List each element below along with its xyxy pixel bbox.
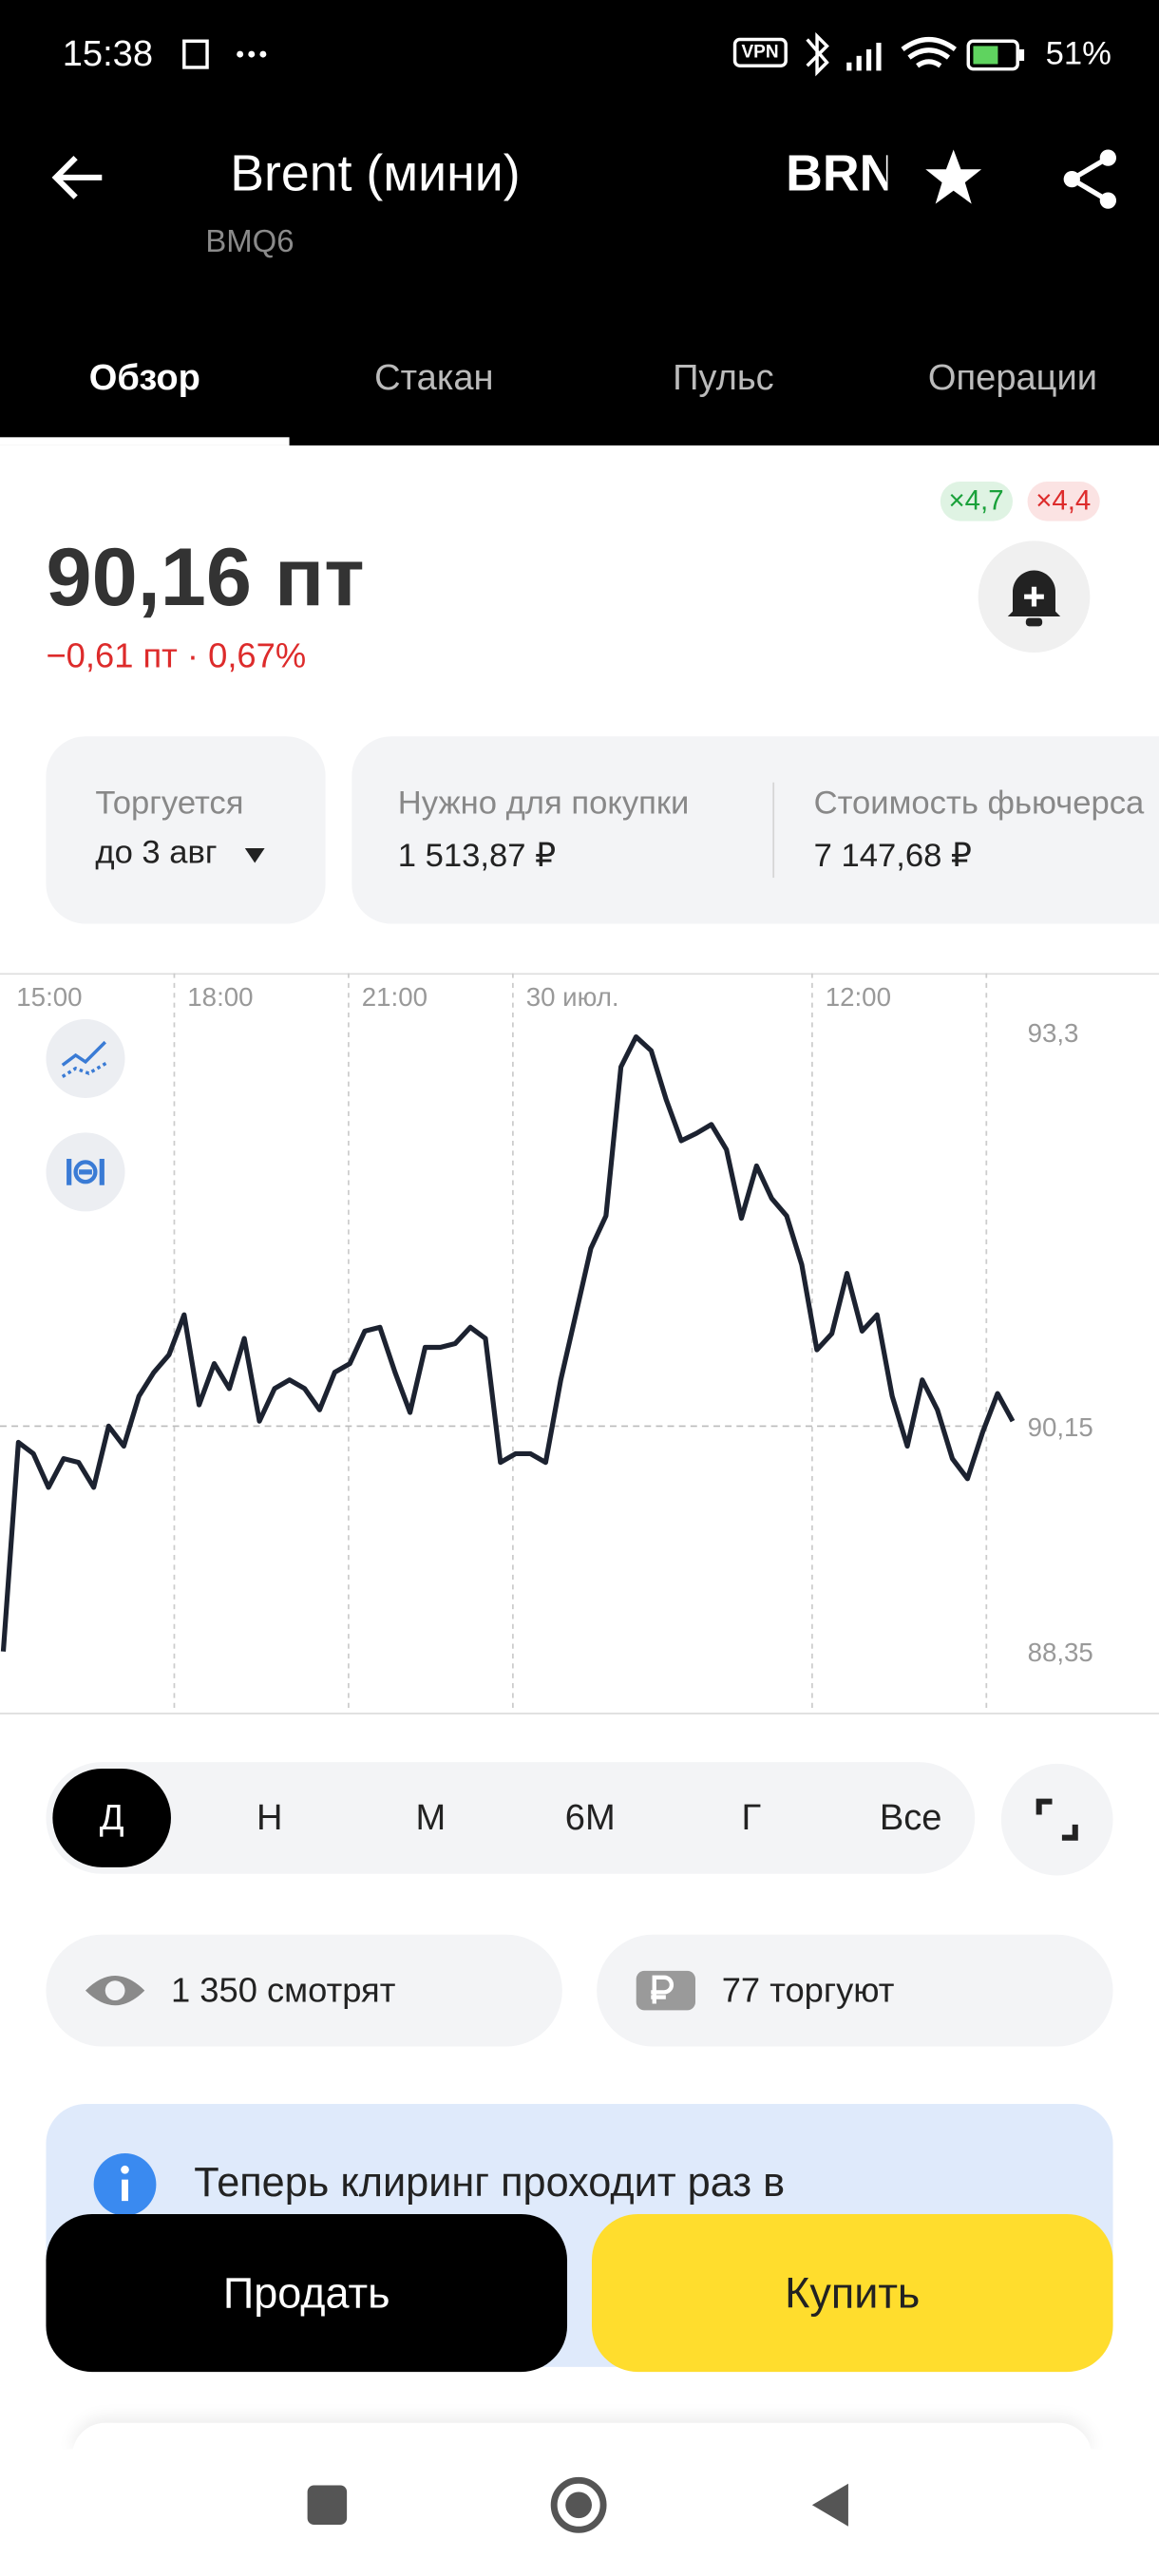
card-label: Стоимость фьючерса bbox=[813, 786, 1145, 823]
tab-indicator bbox=[0, 437, 290, 445]
vpn-icon: VPN bbox=[732, 37, 788, 67]
x-tick-label: 12:00 bbox=[826, 982, 891, 1012]
y-tick-label: 88,35 bbox=[1028, 1638, 1093, 1667]
period-selector bbox=[46, 1762, 976, 1874]
card-label: Нужно для покупки bbox=[397, 786, 690, 823]
card-label: Торгуется bbox=[95, 786, 244, 823]
price-line-series bbox=[0, 1034, 1016, 1652]
home-button[interactable] bbox=[550, 2476, 607, 2533]
y-tick-label: 90,15 bbox=[1028, 1412, 1093, 1442]
period[interactable]: М bbox=[415, 1796, 446, 1838]
card bbox=[352, 736, 1159, 924]
back-nav-button[interactable] bbox=[811, 2483, 848, 2527]
card-value: 1 513,87 ₽ bbox=[397, 838, 557, 875]
ticker: BRN bbox=[786, 144, 888, 202]
tab[interactable]: Пульс bbox=[673, 356, 774, 398]
nav-bar bbox=[0, 2449, 1159, 2576]
eye-icon bbox=[85, 1976, 145, 2006]
x-tick-label: 15:00 bbox=[16, 982, 82, 1012]
back-button[interactable] bbox=[49, 151, 108, 203]
alert-button[interactable] bbox=[977, 540, 1092, 654]
chart: 15:00 18:00 21:00 30 июл. 12:00 93,3 90,15 88,3… bbox=[0, 973, 1159, 1714]
period[interactable]: Все bbox=[879, 1796, 942, 1838]
period[interactable]: Д bbox=[99, 1796, 124, 1838]
period[interactable]: Н bbox=[256, 1796, 283, 1838]
tab[interactable]: Обзор bbox=[88, 356, 200, 398]
info-text: Теперь клиринг проходит раз в bbox=[194, 2159, 786, 2207]
watchers: 1 350 смотрят bbox=[170, 1972, 396, 2011]
recents-button[interactable] bbox=[307, 2485, 348, 2526]
chart-tools bbox=[46, 1018, 125, 1212]
code: BMQ6 bbox=[205, 225, 294, 260]
price-change: −0,61 пт · 0,67% bbox=[46, 637, 307, 676]
card-value: до 3 авг bbox=[95, 835, 218, 872]
info-icon bbox=[93, 2152, 157, 2216]
period-selected bbox=[52, 1769, 171, 1867]
signal-icons bbox=[806, 31, 1025, 77]
tab[interactable]: Стакан bbox=[374, 356, 494, 398]
ruble-icon bbox=[636, 1970, 696, 2011]
divider bbox=[772, 782, 775, 879]
x-tick-label: 30 июл. bbox=[526, 982, 619, 1012]
badge-red: ×4,4 bbox=[1027, 482, 1099, 521]
title: Brent (мини) bbox=[230, 144, 521, 202]
badge-green: ×4,7 bbox=[940, 482, 1013, 521]
period[interactable]: Г bbox=[741, 1796, 762, 1838]
card-value: 7 147,68 ₽ bbox=[813, 838, 972, 875]
share-button[interactable] bbox=[1058, 148, 1121, 211]
x-tick-label: 18:00 bbox=[187, 982, 253, 1012]
x-tick-label: 21:00 bbox=[362, 982, 428, 1012]
favorite-button[interactable] bbox=[924, 148, 983, 207]
header-bg bbox=[0, 0, 1159, 445]
traders: 77 торгуют bbox=[721, 1972, 895, 2011]
period[interactable]: 6М bbox=[564, 1796, 616, 1838]
status-icons bbox=[182, 39, 267, 69]
tab[interactable]: Операции bbox=[927, 356, 1098, 398]
dropdown-icon bbox=[244, 847, 265, 863]
y-tick-label: 93,3 bbox=[1028, 1018, 1079, 1048]
price: 90,16 пт bbox=[46, 530, 365, 623]
indicator-button[interactable] bbox=[46, 1018, 125, 1098]
card[interactable] bbox=[46, 736, 326, 924]
time: 15:38 bbox=[62, 32, 154, 74]
sell-button[interactable]: Продать bbox=[46, 2213, 568, 2373]
buy-button[interactable]: Купить bbox=[591, 2213, 1113, 2373]
fullscreen-button[interactable] bbox=[999, 1762, 1114, 1877]
battery: 51% bbox=[1045, 36, 1112, 73]
